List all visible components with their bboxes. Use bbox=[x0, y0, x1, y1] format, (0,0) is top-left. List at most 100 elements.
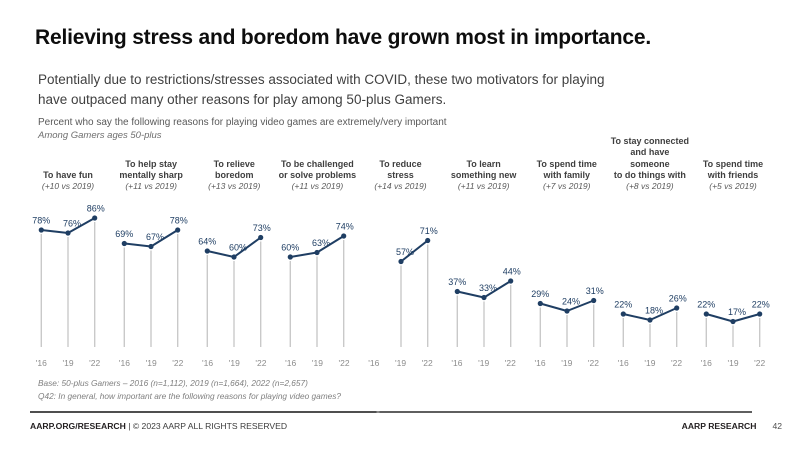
data-point bbox=[481, 294, 487, 301]
data-point bbox=[757, 311, 763, 317]
data-label: 64% bbox=[199, 237, 217, 247]
mini-line-chart: 37% 33% 44% bbox=[448, 267, 520, 347]
data-point bbox=[703, 311, 709, 317]
data-point bbox=[204, 248, 211, 254]
mini-line-chart: 29% 24% 31% bbox=[531, 286, 603, 347]
footer-site-label: AARP.ORG/RESEARCH bbox=[30, 421, 126, 431]
data-point bbox=[537, 300, 543, 307]
x-axis-ticks: '16 '19 '22 bbox=[527, 358, 607, 368]
footer: AARP.ORG/RESEARCH | © 2023 AARP ALL RIGH… bbox=[30, 421, 782, 431]
data-label: 63% bbox=[312, 238, 330, 248]
data-label: 22% bbox=[614, 300, 632, 310]
tick-label: '16 bbox=[700, 358, 712, 368]
tick-label: '16 bbox=[451, 358, 463, 368]
tick-label: '16 bbox=[35, 358, 47, 368]
tick-label: '16 bbox=[368, 358, 380, 368]
chart-column-header: To relieve boredom (+13 vs 2019) bbox=[208, 149, 260, 193]
tick-label: '22 bbox=[172, 358, 184, 368]
chart-column-header: To be challenged or solve problems (+11 v… bbox=[279, 149, 357, 193]
data-label: 69% bbox=[115, 229, 133, 239]
chart-column-label: To reduce stress bbox=[379, 158, 422, 180]
chart-column-4: To be challenged or solve problems (+11 v… bbox=[277, 149, 357, 368]
tick-label: '19 bbox=[394, 358, 407, 368]
chart-column-label: To relieve boredom bbox=[213, 158, 255, 180]
data-point bbox=[38, 227, 44, 233]
data-label: 60% bbox=[229, 243, 247, 253]
chart-column-header: To help stay mentally sharp (+11 vs 2019) bbox=[119, 149, 183, 193]
data-point bbox=[397, 258, 404, 265]
tick-label: '19 bbox=[727, 358, 739, 368]
chart-column-header: To reduce stress (+14 vs 2019) bbox=[374, 149, 426, 193]
data-label: 73% bbox=[253, 223, 271, 233]
data-point bbox=[564, 308, 570, 314]
footer-right: AARP RESEARCH 42 bbox=[682, 421, 782, 431]
chart-descriptor: Percent who say the following reasons fo… bbox=[38, 117, 447, 128]
chart-column-5: To reduce stress (+14 vs 2019) 57% 71% '16 '1… bbox=[361, 149, 441, 368]
data-label: 29% bbox=[531, 289, 549, 299]
data-point bbox=[673, 305, 680, 311]
data-label: 31% bbox=[585, 286, 603, 296]
data-point bbox=[121, 240, 128, 247]
chart-column-change: (+14 vs 2019) bbox=[374, 181, 427, 192]
mini-line-chart: 57% 71% bbox=[395, 226, 437, 347]
data-label: 44% bbox=[502, 267, 520, 277]
data-label: 17% bbox=[728, 307, 746, 317]
tick-label: '22 bbox=[671, 358, 683, 368]
chart-column-change: (+13 vs 2019) bbox=[208, 181, 261, 192]
chart-column-change: (+5 vs 2019) bbox=[709, 181, 757, 192]
chart-column-change: (+7 vs 2019) bbox=[543, 181, 591, 192]
tick-label: '22 bbox=[421, 358, 433, 368]
chart-column-label: To be challenged or solve problems bbox=[278, 158, 357, 180]
mini-line-chart: 78% 76% 86% bbox=[32, 204, 105, 347]
tick-label: '19 bbox=[478, 358, 490, 368]
tick-label: '22 bbox=[754, 358, 766, 368]
data-point bbox=[148, 243, 154, 250]
tick-label: '22 bbox=[89, 358, 101, 368]
data-point bbox=[507, 278, 513, 284]
tick-label: '22 bbox=[504, 358, 516, 368]
data-point bbox=[424, 237, 430, 244]
x-axis-ticks: '16 '19 '22 bbox=[277, 358, 357, 368]
chart-column-label: To have fun bbox=[43, 169, 93, 180]
tick-label: '16 bbox=[534, 358, 546, 368]
small-multiples-chart: To have fun (+10 vs 2019) 78% 76% 86% '16 '19 '… bbox=[28, 136, 773, 368]
data-label: 33% bbox=[479, 283, 497, 293]
footer-divider bbox=[30, 411, 752, 413]
chart-column-header: To spend time with friends (+5 vs 2019) bbox=[703, 149, 763, 193]
data-label: 57% bbox=[395, 247, 413, 257]
chart-sub-descriptor: Among Gamers ages 50-plus bbox=[38, 130, 162, 141]
chart-column-3: To relieve boredom (+13 vs 2019) 64% 60% 73%… bbox=[194, 149, 274, 368]
chart-column-change: (+11 vs 2019) bbox=[291, 181, 344, 192]
chart-column-9: To spend time with friends (+5 vs 2019) 22… bbox=[693, 149, 773, 368]
tick-label: '19 bbox=[644, 358, 656, 368]
data-label: 24% bbox=[562, 297, 580, 307]
chart-column-label: To stay connected and have someone to do… bbox=[610, 136, 690, 180]
mini-line-chart: 64% 60% 73% bbox=[199, 223, 271, 347]
tick-label: '19 bbox=[311, 358, 323, 368]
data-label: 76% bbox=[63, 219, 81, 229]
tick-label: '19 bbox=[62, 358, 74, 368]
data-label: 78% bbox=[32, 216, 50, 226]
footer-brand: AARP RESEARCH bbox=[681, 421, 757, 431]
data-point bbox=[65, 230, 71, 236]
data-point bbox=[341, 233, 347, 239]
data-point bbox=[620, 311, 626, 317]
x-axis-ticks: '16 '19 '22 bbox=[28, 358, 108, 368]
footer-copyright: | © 2023 AARP ALL RIGHTS RESERVED bbox=[128, 421, 288, 431]
data-label: 26% bbox=[669, 294, 687, 304]
data-label: 60% bbox=[282, 243, 300, 253]
chart-column-header: To have fun (+10 vs 2019) bbox=[42, 149, 94, 193]
tick-label: '19 bbox=[228, 358, 240, 368]
data-label: 37% bbox=[448, 277, 466, 287]
chart-column-8: To stay connected and have someone to do… bbox=[610, 136, 690, 368]
tick-label: '16 bbox=[617, 358, 629, 368]
chart-column-7: To spend time with family (+7 vs 2019) 29%… bbox=[527, 149, 607, 368]
mini-line-chart: 22% 17% 22% bbox=[697, 300, 770, 347]
data-label: 74% bbox=[336, 222, 354, 232]
tick-label: '16 bbox=[118, 358, 130, 368]
data-label: 86% bbox=[87, 204, 105, 214]
chart-column-change: (+8 vs 2019) bbox=[626, 181, 674, 192]
data-point bbox=[231, 254, 237, 260]
tick-label: '16 bbox=[285, 358, 297, 368]
chart-column-label: To help stay mentally sharp bbox=[119, 158, 183, 180]
